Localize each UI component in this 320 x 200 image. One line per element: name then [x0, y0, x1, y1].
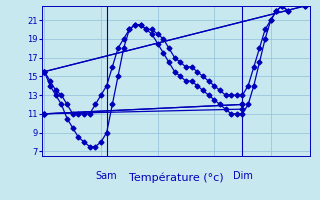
X-axis label: Température (°c): Température (°c) [129, 173, 223, 183]
Text: Dim: Dim [233, 171, 252, 181]
Text: Sam: Sam [96, 171, 117, 181]
